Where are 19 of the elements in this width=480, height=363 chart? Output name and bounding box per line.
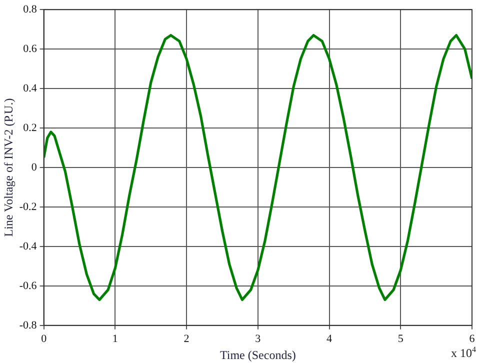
x-tick-label: 2 (184, 332, 190, 345)
x-tick-label: 5 (398, 332, 404, 345)
y-tick-label: 0 (31, 161, 38, 174)
y-tick-label: 0.8 (23, 3, 38, 16)
x-tick-label: 1 (112, 332, 118, 345)
y-tick-label: 0.6 (23, 42, 38, 55)
x-tick-label: 4 (326, 332, 333, 345)
y-tick-label: 0.4 (23, 82, 38, 94)
x-tick-label: 6 (469, 332, 476, 345)
y-tick-label: -0.6 (19, 280, 38, 292)
y-tick-label: -0.8 (19, 319, 38, 332)
text: x 10$^{4}$ (451, 345, 476, 361)
y-tick-label: -0.2 (19, 200, 37, 213)
y-tick-label: -0.4 (19, 240, 38, 252)
x-tick-label: 0 (41, 332, 48, 345)
x-axis-title: Time (Seconds) (220, 348, 296, 362)
y-axis-title: Line Voltage of INV-2 (P.U.) (1, 98, 16, 237)
y-tick-label: 0.2 (23, 122, 37, 134)
x-tick-label: 3 (255, 332, 262, 345)
